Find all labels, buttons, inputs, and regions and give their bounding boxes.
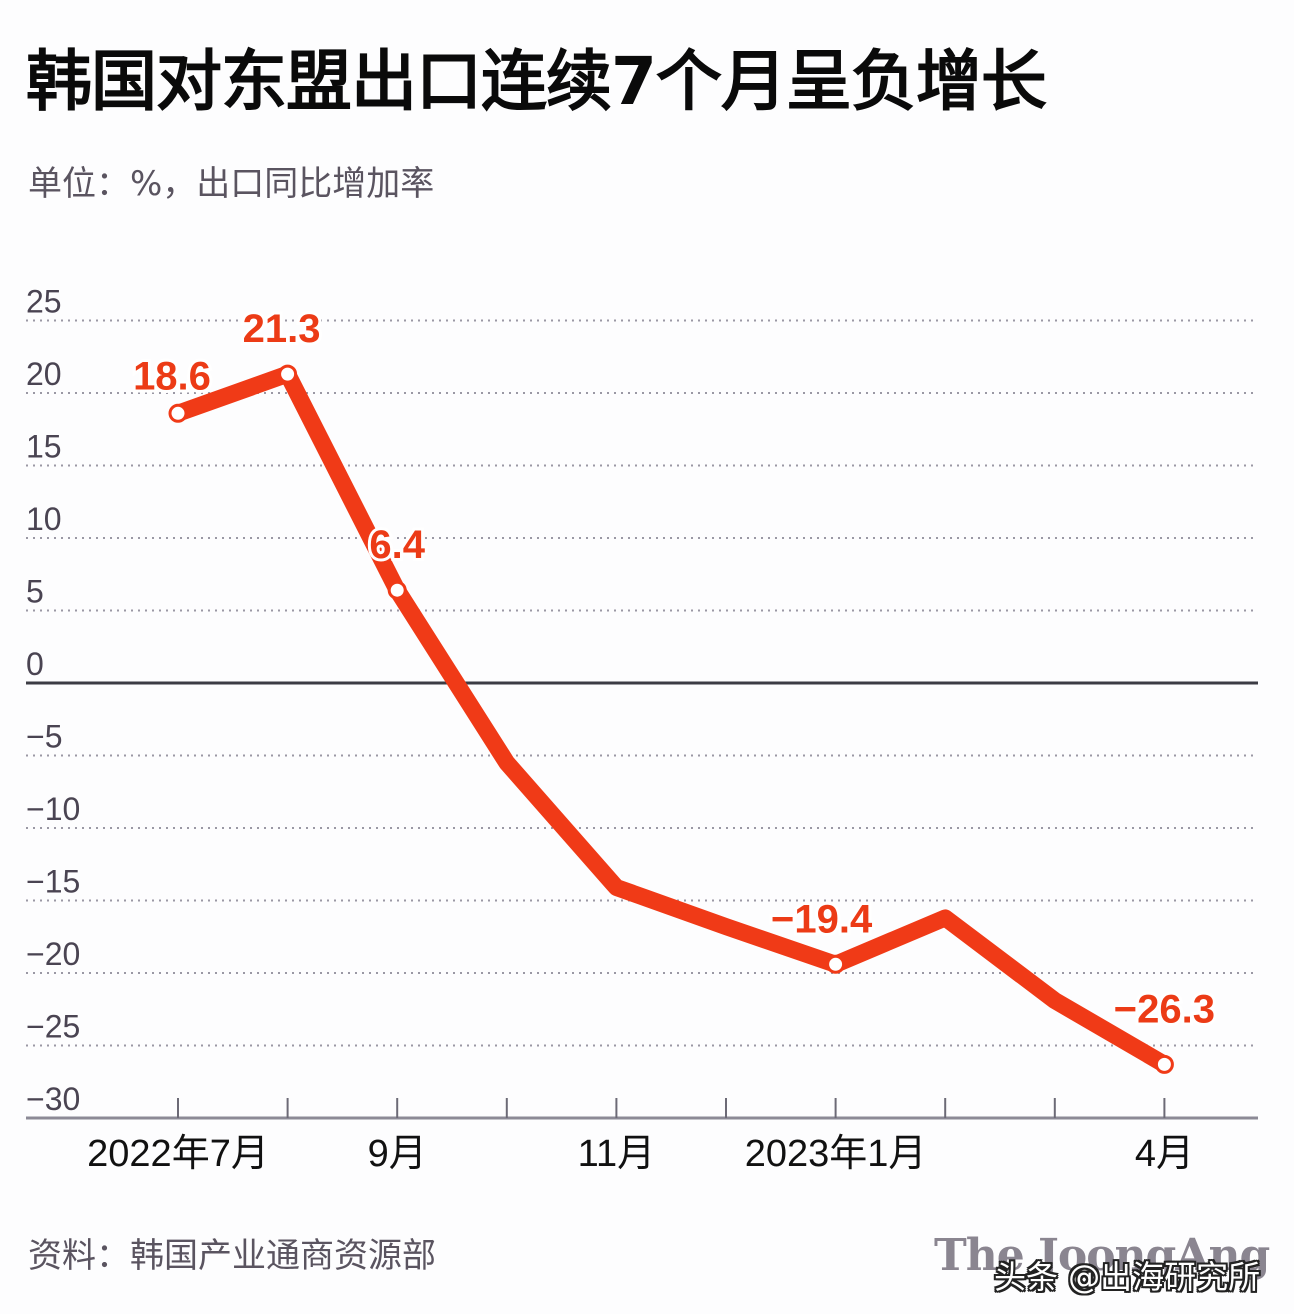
y-tick-label: 15 [26, 429, 62, 465]
chart-unit-subtitle: 单位：%，出口同比增加率 [28, 164, 435, 204]
data-labels: 18.6 21.3 6.4 −19.4 −26.3 [130, 304, 1218, 1034]
y-axis-labels: 25 20 15 10 5 0 −5 −10 −15 −20 −25 −30 [26, 284, 80, 1118]
y-tick-label: −20 [26, 936, 80, 972]
x-tick-label: 9月 [368, 1133, 427, 1175]
series-line [169, 365, 1173, 1073]
y-tick-label: 5 [26, 574, 44, 610]
y-tick-label: −30 [26, 1081, 80, 1117]
y-tick-label: 20 [26, 356, 62, 392]
watermark: 头条 @出海研究所 [994, 1258, 1261, 1296]
source-note: 资料：韩国产业通商资源部 [28, 1236, 436, 1276]
y-tick-label: 25 [26, 284, 62, 320]
y-tick-label: −5 [26, 719, 62, 755]
y-tick-label: 0 [26, 646, 44, 682]
data-point-marker [1154, 1054, 1174, 1074]
data-label: 6.4 [369, 523, 425, 567]
data-label: 18.6 [133, 354, 211, 398]
data-point-marker [826, 954, 846, 974]
data-point-marker [278, 364, 298, 384]
data-point-marker [387, 580, 407, 600]
x-tick-label: 11月 [578, 1133, 655, 1175]
y-tick-label: 10 [26, 501, 62, 537]
data-label: −26.3 [1114, 987, 1215, 1031]
x-tick-label: 2023年1月 [745, 1133, 927, 1175]
x-axis: 2022年7月 9月 11月 2023年1月 4月 [26, 1098, 1258, 1175]
gridlines [26, 319, 1258, 1047]
x-tick-label: 4月 [1135, 1133, 1194, 1175]
publisher-logo: The JoongAng [934, 1230, 1270, 1281]
data-label: −19.4 [771, 897, 873, 941]
data-point-marker [168, 403, 188, 423]
y-tick-label: −15 [26, 864, 80, 900]
chart-title: 韩国对东盟出口连续7个月呈负增长 [26, 43, 1047, 120]
data-series [168, 364, 1174, 1074]
x-tick-label: 2022年7月 [87, 1133, 269, 1175]
y-tick-label: −25 [26, 1009, 80, 1045]
data-label: 21.3 [243, 307, 321, 351]
y-tick-label: −10 [26, 791, 80, 827]
